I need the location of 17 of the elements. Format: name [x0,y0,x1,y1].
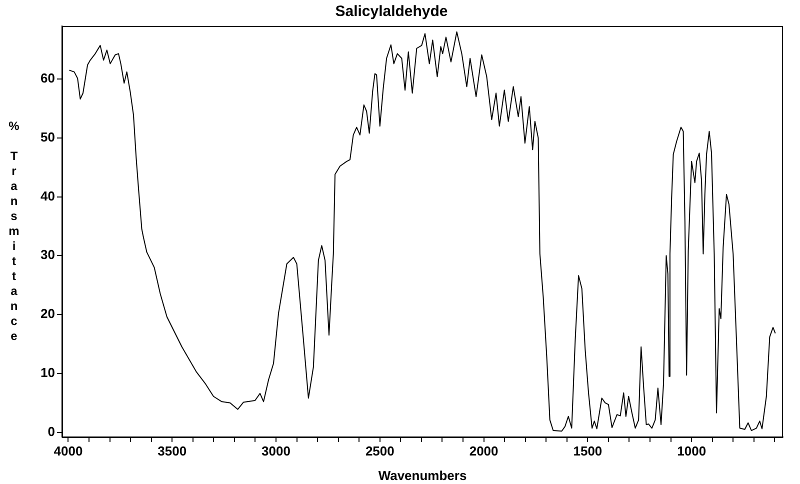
y-tick-label: 0 [48,424,55,439]
x-tick-label: 2500 [365,443,394,458]
x-tick-label: 3000 [262,443,290,458]
y-tick-label: 10 [40,364,55,380]
y-tick-label: 50 [40,129,55,144]
y-tick-label: 60 [40,70,55,86]
x-tick-label: 3500 [158,443,187,458]
x-tick-label: 1500 [573,443,602,458]
x-tick-label: 1000 [677,443,706,458]
x-axis-title: Wavenumbers [378,468,467,483]
y-tick-label: 40 [40,188,55,204]
text: % Transmittance [8,118,20,343]
y-tick-label: 20 [40,306,55,322]
x-tick-label: 4000 [54,443,83,458]
chart-title: Salicylaldehyde [335,3,448,20]
y-tick-label: 30 [40,247,55,262]
x-tick-label: 2000 [469,443,498,458]
